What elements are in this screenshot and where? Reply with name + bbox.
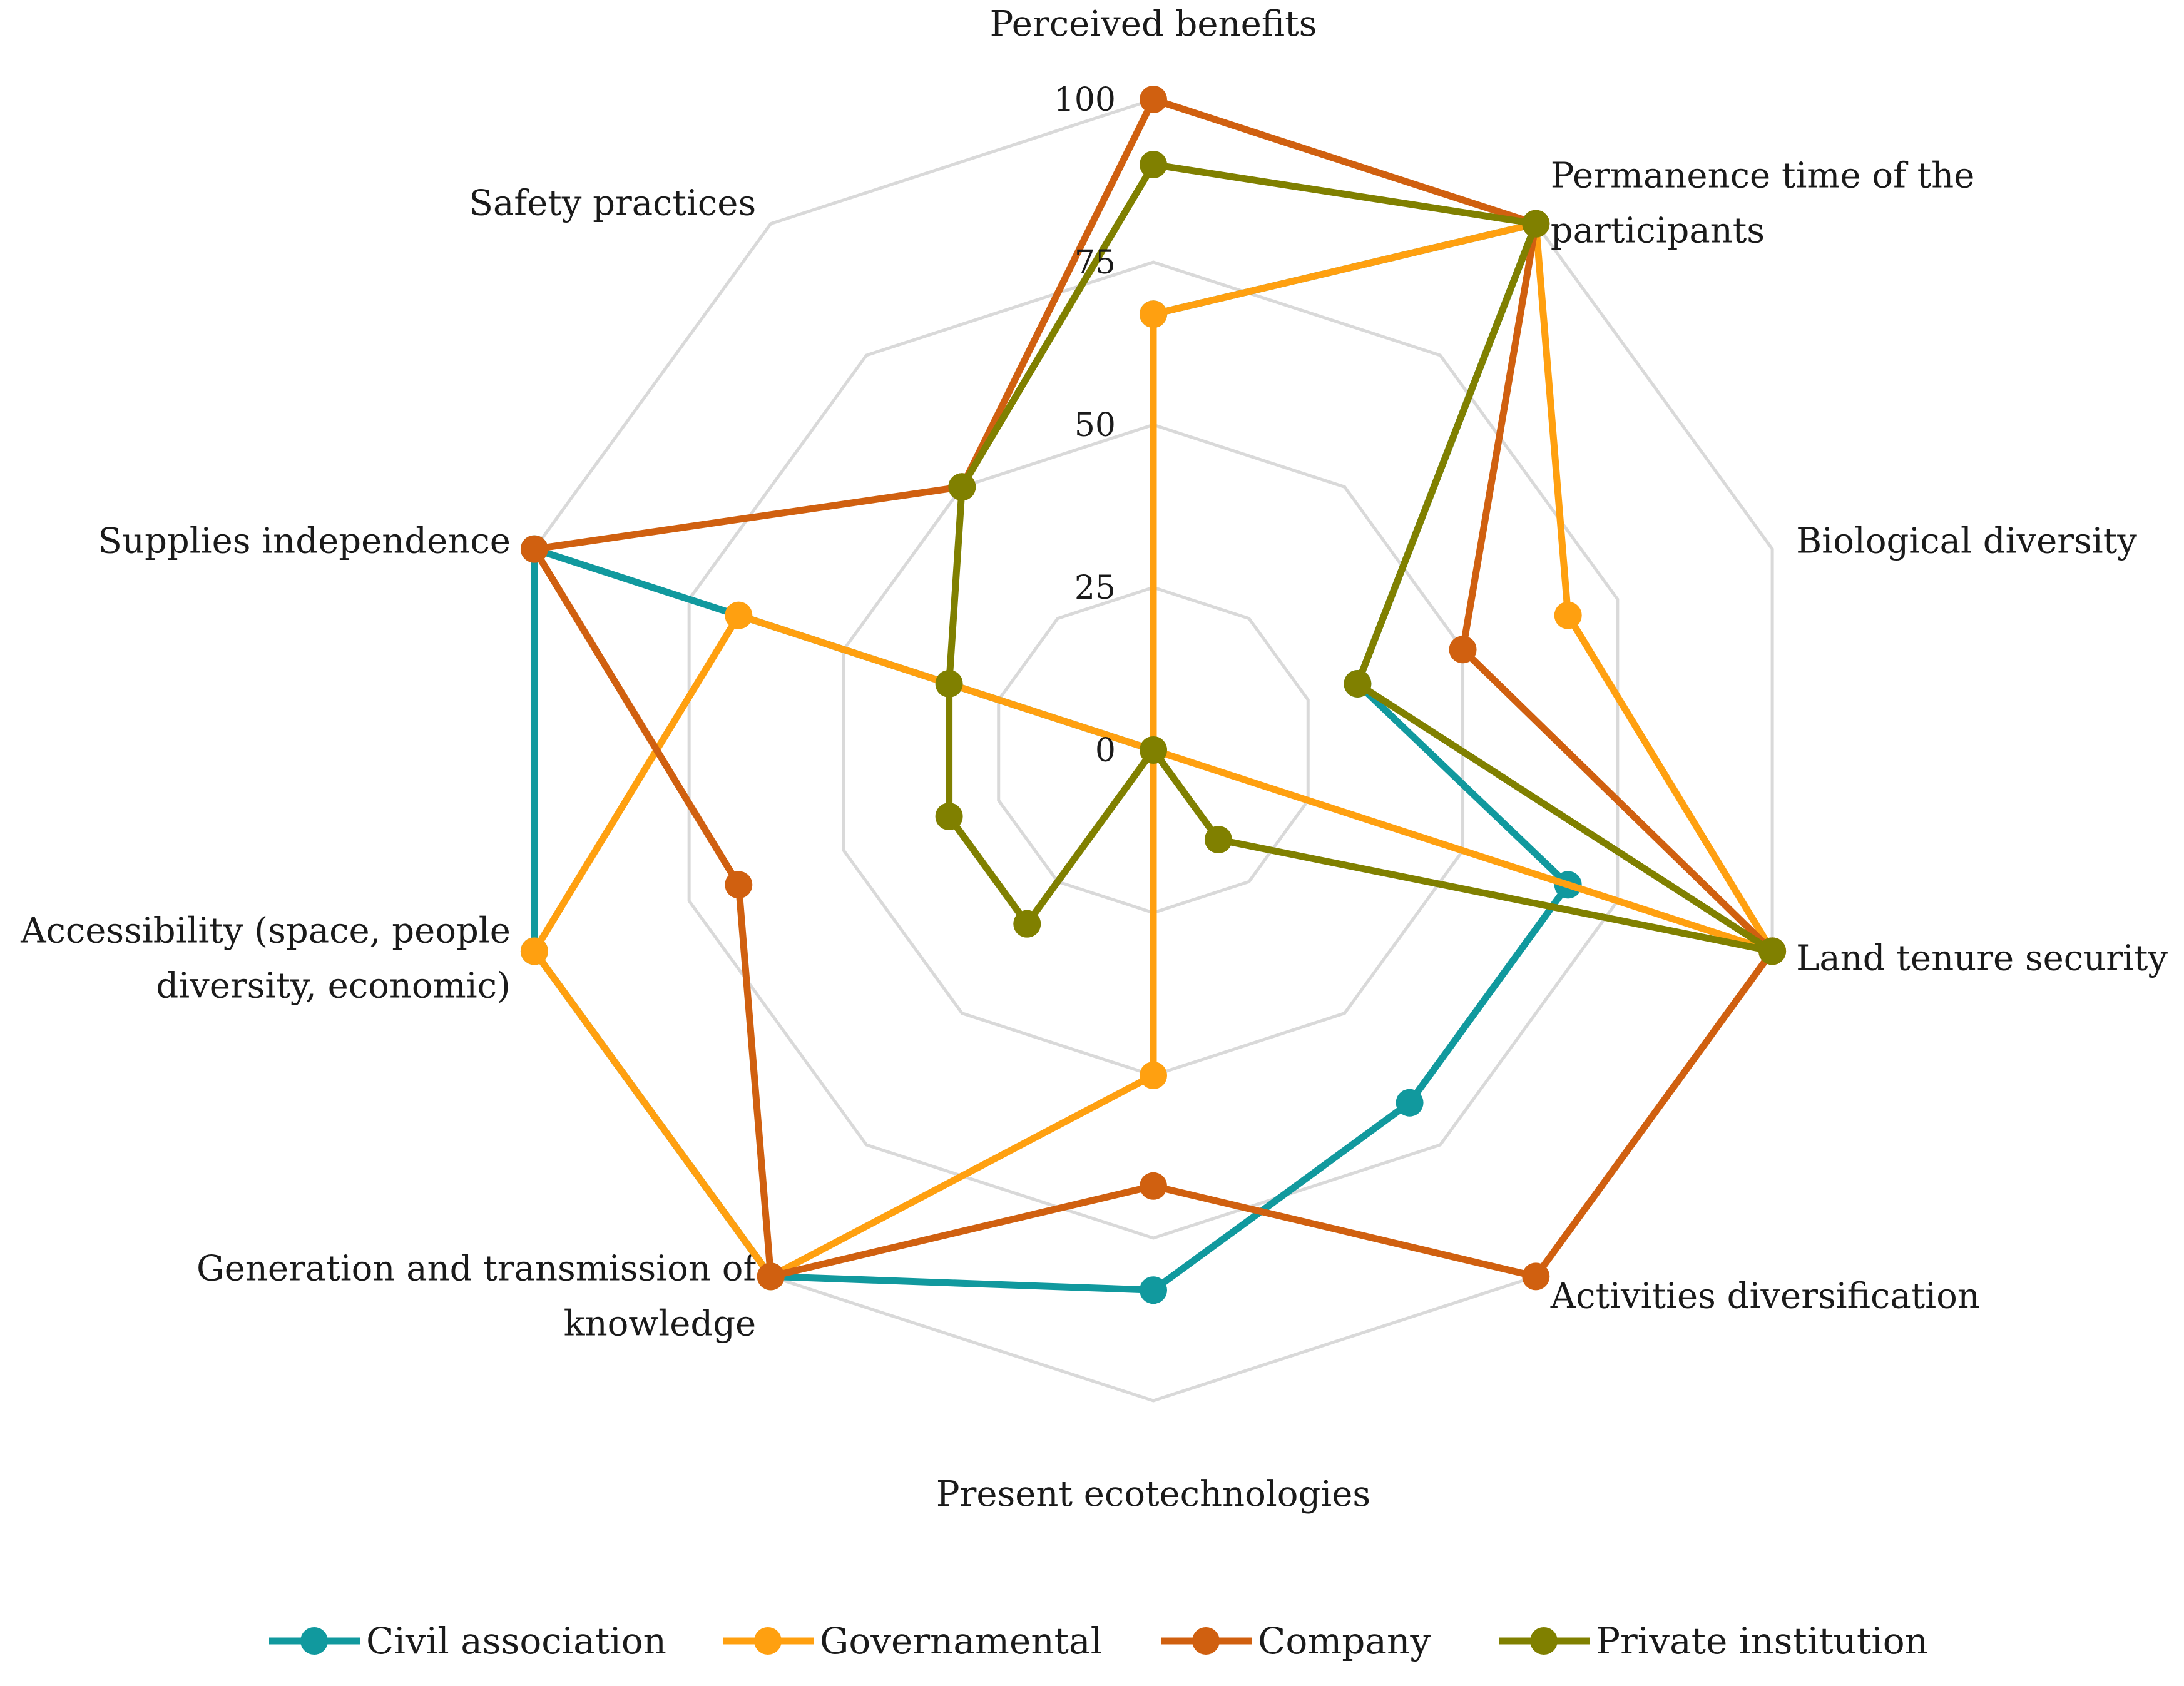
series-2-point-2 — [1449, 636, 1477, 664]
tick-label-0: 0 — [1095, 732, 1116, 769]
tick-label-75: 75 — [1074, 244, 1116, 282]
axis-label-9-line-0: Safety practices — [469, 183, 757, 223]
series-1-point-0 — [1140, 300, 1167, 328]
legend-label-2: Company — [1258, 1620, 1431, 1662]
series-3 — [935, 151, 1787, 965]
legend-item-1[interactable]: Governamental — [723, 1620, 1102, 1662]
tick-label-50: 50 — [1074, 407, 1116, 444]
legend[interactable]: Civil association Governamental Company Pri… — [269, 1620, 1928, 1662]
axis-label-2-line-0: Biological diversity — [1796, 521, 2137, 561]
series-3-point-6 — [1013, 910, 1041, 938]
series-0 — [520, 210, 1582, 1304]
grid-ring-100 — [533, 98, 1774, 1403]
axis-label-7-line-0: Accessibility (space, people — [20, 911, 511, 952]
axis-labels: Perceived benefits Permanence time of the… — [20, 4, 2168, 1515]
series-2-point-8 — [520, 535, 548, 563]
axis-label-0-line-0: Perceived benefits — [990, 4, 1317, 44]
axis-label-3-line-0: Land tenure security — [1796, 938, 2168, 979]
axis-label-6-line-0: Generation and transmission of — [196, 1249, 758, 1289]
series-2-point-4 — [1522, 1262, 1550, 1291]
series-1-point-8 — [725, 601, 753, 629]
legend-swatch-marker-1 — [754, 1627, 782, 1655]
series-1-point-5 — [1140, 1062, 1167, 1089]
legend-item-0[interactable]: Civil association — [269, 1620, 666, 1662]
series-3-point-7 — [935, 803, 963, 831]
series-1-point-2 — [1554, 601, 1582, 629]
series-3-point-9 — [948, 473, 976, 501]
series-3-point-5 — [1140, 736, 1167, 764]
axis-label-7-line-1: diversity, economic) — [156, 966, 510, 1007]
series-0-point-5 — [1140, 1276, 1167, 1304]
series-3-point-8 — [935, 669, 963, 698]
series-2-point-0 — [1140, 86, 1167, 113]
data-series — [520, 86, 1787, 1304]
legend-item-3[interactable]: Private institution — [1499, 1620, 1928, 1662]
series-2-point-7 — [725, 871, 753, 899]
series-1-point-7 — [520, 937, 548, 965]
radial-tick-labels: 0 25 50 75 100 — [1054, 81, 1116, 769]
axis-label-4-line-0: Activities diversification — [1550, 1276, 1980, 1317]
axis-label-1-line-0: Permanence time of the — [1551, 155, 1975, 196]
legend-label-3: Private institution — [1596, 1620, 1928, 1662]
axis-label-5-line-0: Present ecotechnologies — [936, 1474, 1370, 1515]
series-2-point-5 — [1140, 1172, 1167, 1200]
legend-label-0: Civil association — [366, 1620, 666, 1662]
axis-label-8-line-0: Supplies independence — [98, 521, 511, 561]
legend-swatch-marker-0 — [300, 1627, 328, 1655]
legend-item-2[interactable]: Company — [1161, 1620, 1431, 1662]
legend-label-1: Governamental — [820, 1620, 1102, 1662]
series-3-point-1 — [1522, 210, 1550, 238]
axis-label-6-line-1: knowledge — [564, 1304, 757, 1344]
legend-swatch-marker-2 — [1192, 1627, 1220, 1655]
series-3-point-3 — [1758, 937, 1787, 965]
series-3-point-4 — [1204, 826, 1232, 854]
legend-swatch-marker-3 — [1530, 1627, 1558, 1655]
series-3-point-0 — [1140, 151, 1167, 178]
tick-label-25: 25 — [1074, 569, 1116, 607]
axis-label-1-line-1: participants — [1551, 210, 1765, 251]
tick-label-100: 100 — [1054, 81, 1116, 119]
series-3-point-2 — [1344, 669, 1372, 698]
series-0-point-4 — [1396, 1089, 1424, 1117]
series-2-point-6 — [757, 1262, 785, 1291]
